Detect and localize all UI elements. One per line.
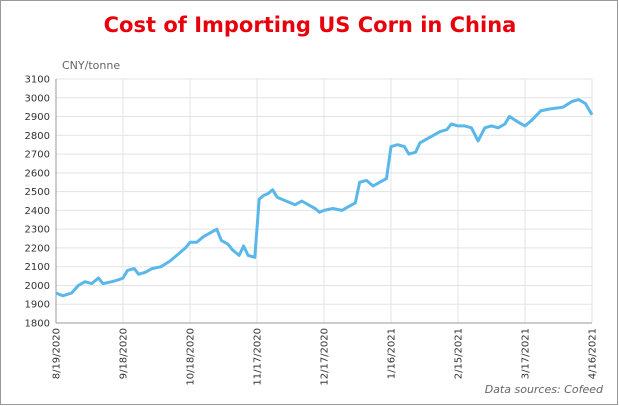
y-tick-label: 2400 <box>25 206 50 217</box>
x-tick-label: 9/18/2020 <box>119 328 130 379</box>
source: Data sources: Cofeed <box>485 383 604 396</box>
y-tick-label: 2800 <box>25 131 50 142</box>
x-tick-label: 1/16/2021 <box>387 328 398 379</box>
y-tick-label: 2900 <box>25 112 50 123</box>
y-tick-label: 1900 <box>25 300 50 311</box>
line <box>55 98 594 298</box>
x-tick-label: 12/17/2020 <box>320 328 331 386</box>
y-tick-label: 2600 <box>25 168 50 179</box>
y-tick-label: 2100 <box>25 262 50 273</box>
y-axis-label: CNY/tonne <box>62 59 120 72</box>
x-tick-label: 11/17/2020 <box>253 328 264 386</box>
y-tick-label: 3000 <box>25 93 50 104</box>
y-tick-label: 2500 <box>25 187 50 198</box>
x-tick-label: 4/16/2021 <box>588 328 599 379</box>
y-tick-label: 2000 <box>25 281 50 292</box>
y-tick-label: 2200 <box>25 243 50 254</box>
y-tick-label: 3100 <box>25 75 50 86</box>
y-tick-label: 1800 <box>25 319 50 330</box>
x-tick-label: 8/19/2020 <box>52 328 63 379</box>
x-tick-label: 10/18/2020 <box>186 328 197 386</box>
x-tick-label: 3/17/2021 <box>521 328 532 379</box>
y-tick-label: 2300 <box>25 225 50 236</box>
chart-title: Cost of Importing US Corn in China <box>104 13 517 37</box>
y-tick-label: 2700 <box>25 150 50 161</box>
x-tick-label: 2/15/2021 <box>454 328 465 379</box>
